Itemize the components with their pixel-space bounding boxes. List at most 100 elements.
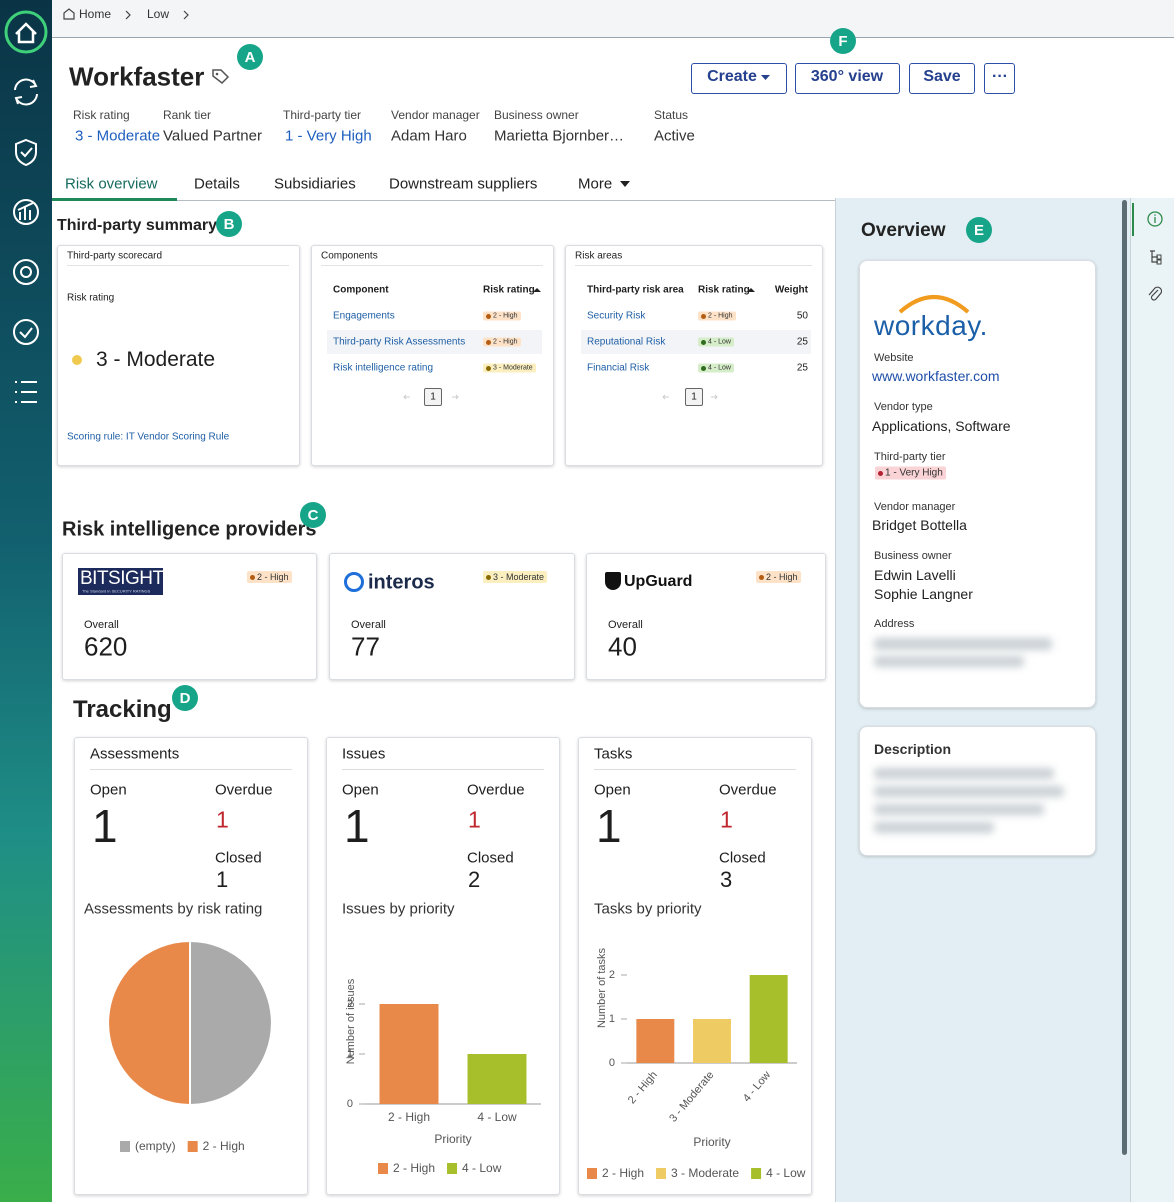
tab[interactable]: Downstream suppliers xyxy=(389,175,538,193)
stat-label: Overdue xyxy=(467,781,525,799)
tab[interactable]: Subsidiaries xyxy=(274,175,356,193)
chart-title: Issues by priority xyxy=(342,900,455,918)
stat-label: Overdue xyxy=(719,781,777,799)
action-button[interactable]: Save xyxy=(923,68,961,85)
blurred-text xyxy=(874,638,1052,650)
section-title: Tracking xyxy=(73,696,172,723)
right-rail xyxy=(1130,198,1174,1202)
page-title: Workfaster xyxy=(69,61,205,92)
field-label: Website xyxy=(874,352,914,364)
field-value: Sophie Langner xyxy=(874,586,973,602)
tracking-card xyxy=(326,737,560,1195)
row-link[interactable]: Third-party Risk Assessments xyxy=(333,336,466,348)
column-header: Risk rating xyxy=(698,284,750,296)
divider xyxy=(575,265,812,266)
badge: 4 - Low xyxy=(698,363,734,373)
badge: 1 - Very High xyxy=(875,466,946,480)
stat-label: Open xyxy=(90,781,127,799)
logo-icon xyxy=(605,572,621,590)
divider xyxy=(67,265,289,266)
blurred-text xyxy=(874,786,1064,797)
field-value: Adam Haro xyxy=(391,127,467,145)
section-title: Third-party summary xyxy=(57,217,218,234)
button-frame xyxy=(984,63,1015,94)
row-link[interactable]: Reputational Risk xyxy=(587,336,666,348)
stat-value: 1 xyxy=(216,867,229,892)
stat-label: Closed xyxy=(215,849,262,867)
field-value: Valued Partner xyxy=(163,127,262,145)
stat-value: 1 xyxy=(468,806,481,833)
tracking-card xyxy=(578,737,812,1195)
provider-logo: interos xyxy=(368,571,435,594)
button-frame xyxy=(795,63,900,94)
field-label: Risk rating xyxy=(67,292,115,304)
field-label: Vendor type xyxy=(874,401,933,413)
card-title: Risk areas xyxy=(575,250,623,262)
badge-dot xyxy=(486,574,491,580)
score-value: 40 xyxy=(608,631,637,662)
action-button[interactable]: Create xyxy=(707,68,757,85)
callout-badge xyxy=(172,685,198,711)
chart-title: Tasks by priority xyxy=(594,900,702,918)
stat-value: 1 xyxy=(596,800,622,852)
field-value: Marietta Bjornber… xyxy=(494,127,625,145)
logo-frame xyxy=(78,568,163,595)
badge-dot xyxy=(701,365,706,371)
cell: 25 xyxy=(796,336,808,348)
panel-title: Description xyxy=(874,741,952,757)
row-link[interactable]: Engagements xyxy=(333,310,395,322)
score-label: Overall xyxy=(84,619,119,631)
badge: 2 - High xyxy=(756,571,801,583)
page-number[interactable]: 1 xyxy=(430,391,436,403)
breadcrumb-link[interactable]: Home xyxy=(79,7,112,21)
badge: 2 - High xyxy=(247,571,292,583)
card-title: Components xyxy=(321,250,378,262)
action-button[interactable]: 360° view xyxy=(810,68,884,85)
badge-dot xyxy=(701,313,706,319)
chart-title: Assessments by risk rating xyxy=(84,900,263,918)
card-title: Tasks xyxy=(594,745,633,763)
table-card xyxy=(565,245,823,466)
tab[interactable]: More xyxy=(578,175,613,193)
action-button[interactable]: ··· xyxy=(992,68,1008,85)
blurred-text xyxy=(874,822,994,833)
tab-underline xyxy=(52,198,177,201)
blurred-text xyxy=(874,768,1054,779)
vendor-logo: workday. xyxy=(874,310,988,341)
divider xyxy=(90,769,292,770)
link[interactable]: Scoring rule: IT Vendor Scoring Rule xyxy=(67,431,230,443)
tab[interactable]: Details xyxy=(194,175,240,193)
callout-badge xyxy=(216,211,242,237)
button-frame xyxy=(691,63,787,94)
row-link[interactable]: Security Risk xyxy=(587,310,646,322)
cell: 25 xyxy=(796,362,808,374)
divider xyxy=(594,769,796,770)
page-number[interactable]: 1 xyxy=(691,391,697,403)
field-value[interactable]: 3 - Moderate xyxy=(75,127,161,145)
stat-label: Overdue xyxy=(215,781,273,799)
panel-title: Overview xyxy=(861,220,946,241)
sidebar xyxy=(0,0,52,1202)
field-value[interactable]: www.workfaster.com xyxy=(872,368,1000,384)
row-link[interactable]: Financial Risk xyxy=(587,362,650,374)
blurred-text xyxy=(874,804,1044,815)
field-label: Address xyxy=(874,618,915,630)
logo-icon xyxy=(344,572,364,592)
badge-dot xyxy=(759,574,764,580)
field-value: Active xyxy=(654,127,695,145)
provider-tagline: The Standard in SECURITY RATINGS xyxy=(82,588,151,594)
badge-dot xyxy=(486,313,491,319)
breadcrumb-link[interactable]: Low xyxy=(147,7,170,21)
overview-card xyxy=(859,260,1096,708)
score-value: 620 xyxy=(84,631,128,662)
stat-value: 1 xyxy=(216,806,229,833)
column-header: Risk rating xyxy=(483,284,535,296)
column-header: Component xyxy=(333,284,389,296)
field-value[interactable]: 1 - Very High xyxy=(285,127,372,145)
tab[interactable]: Risk overview xyxy=(65,175,158,193)
badge: 2 - High xyxy=(698,311,736,321)
row-link[interactable]: Risk intelligence rating xyxy=(333,362,434,374)
callout-letter: B xyxy=(224,216,235,233)
tab-divider xyxy=(52,200,835,201)
score-value: 77 xyxy=(351,631,380,662)
